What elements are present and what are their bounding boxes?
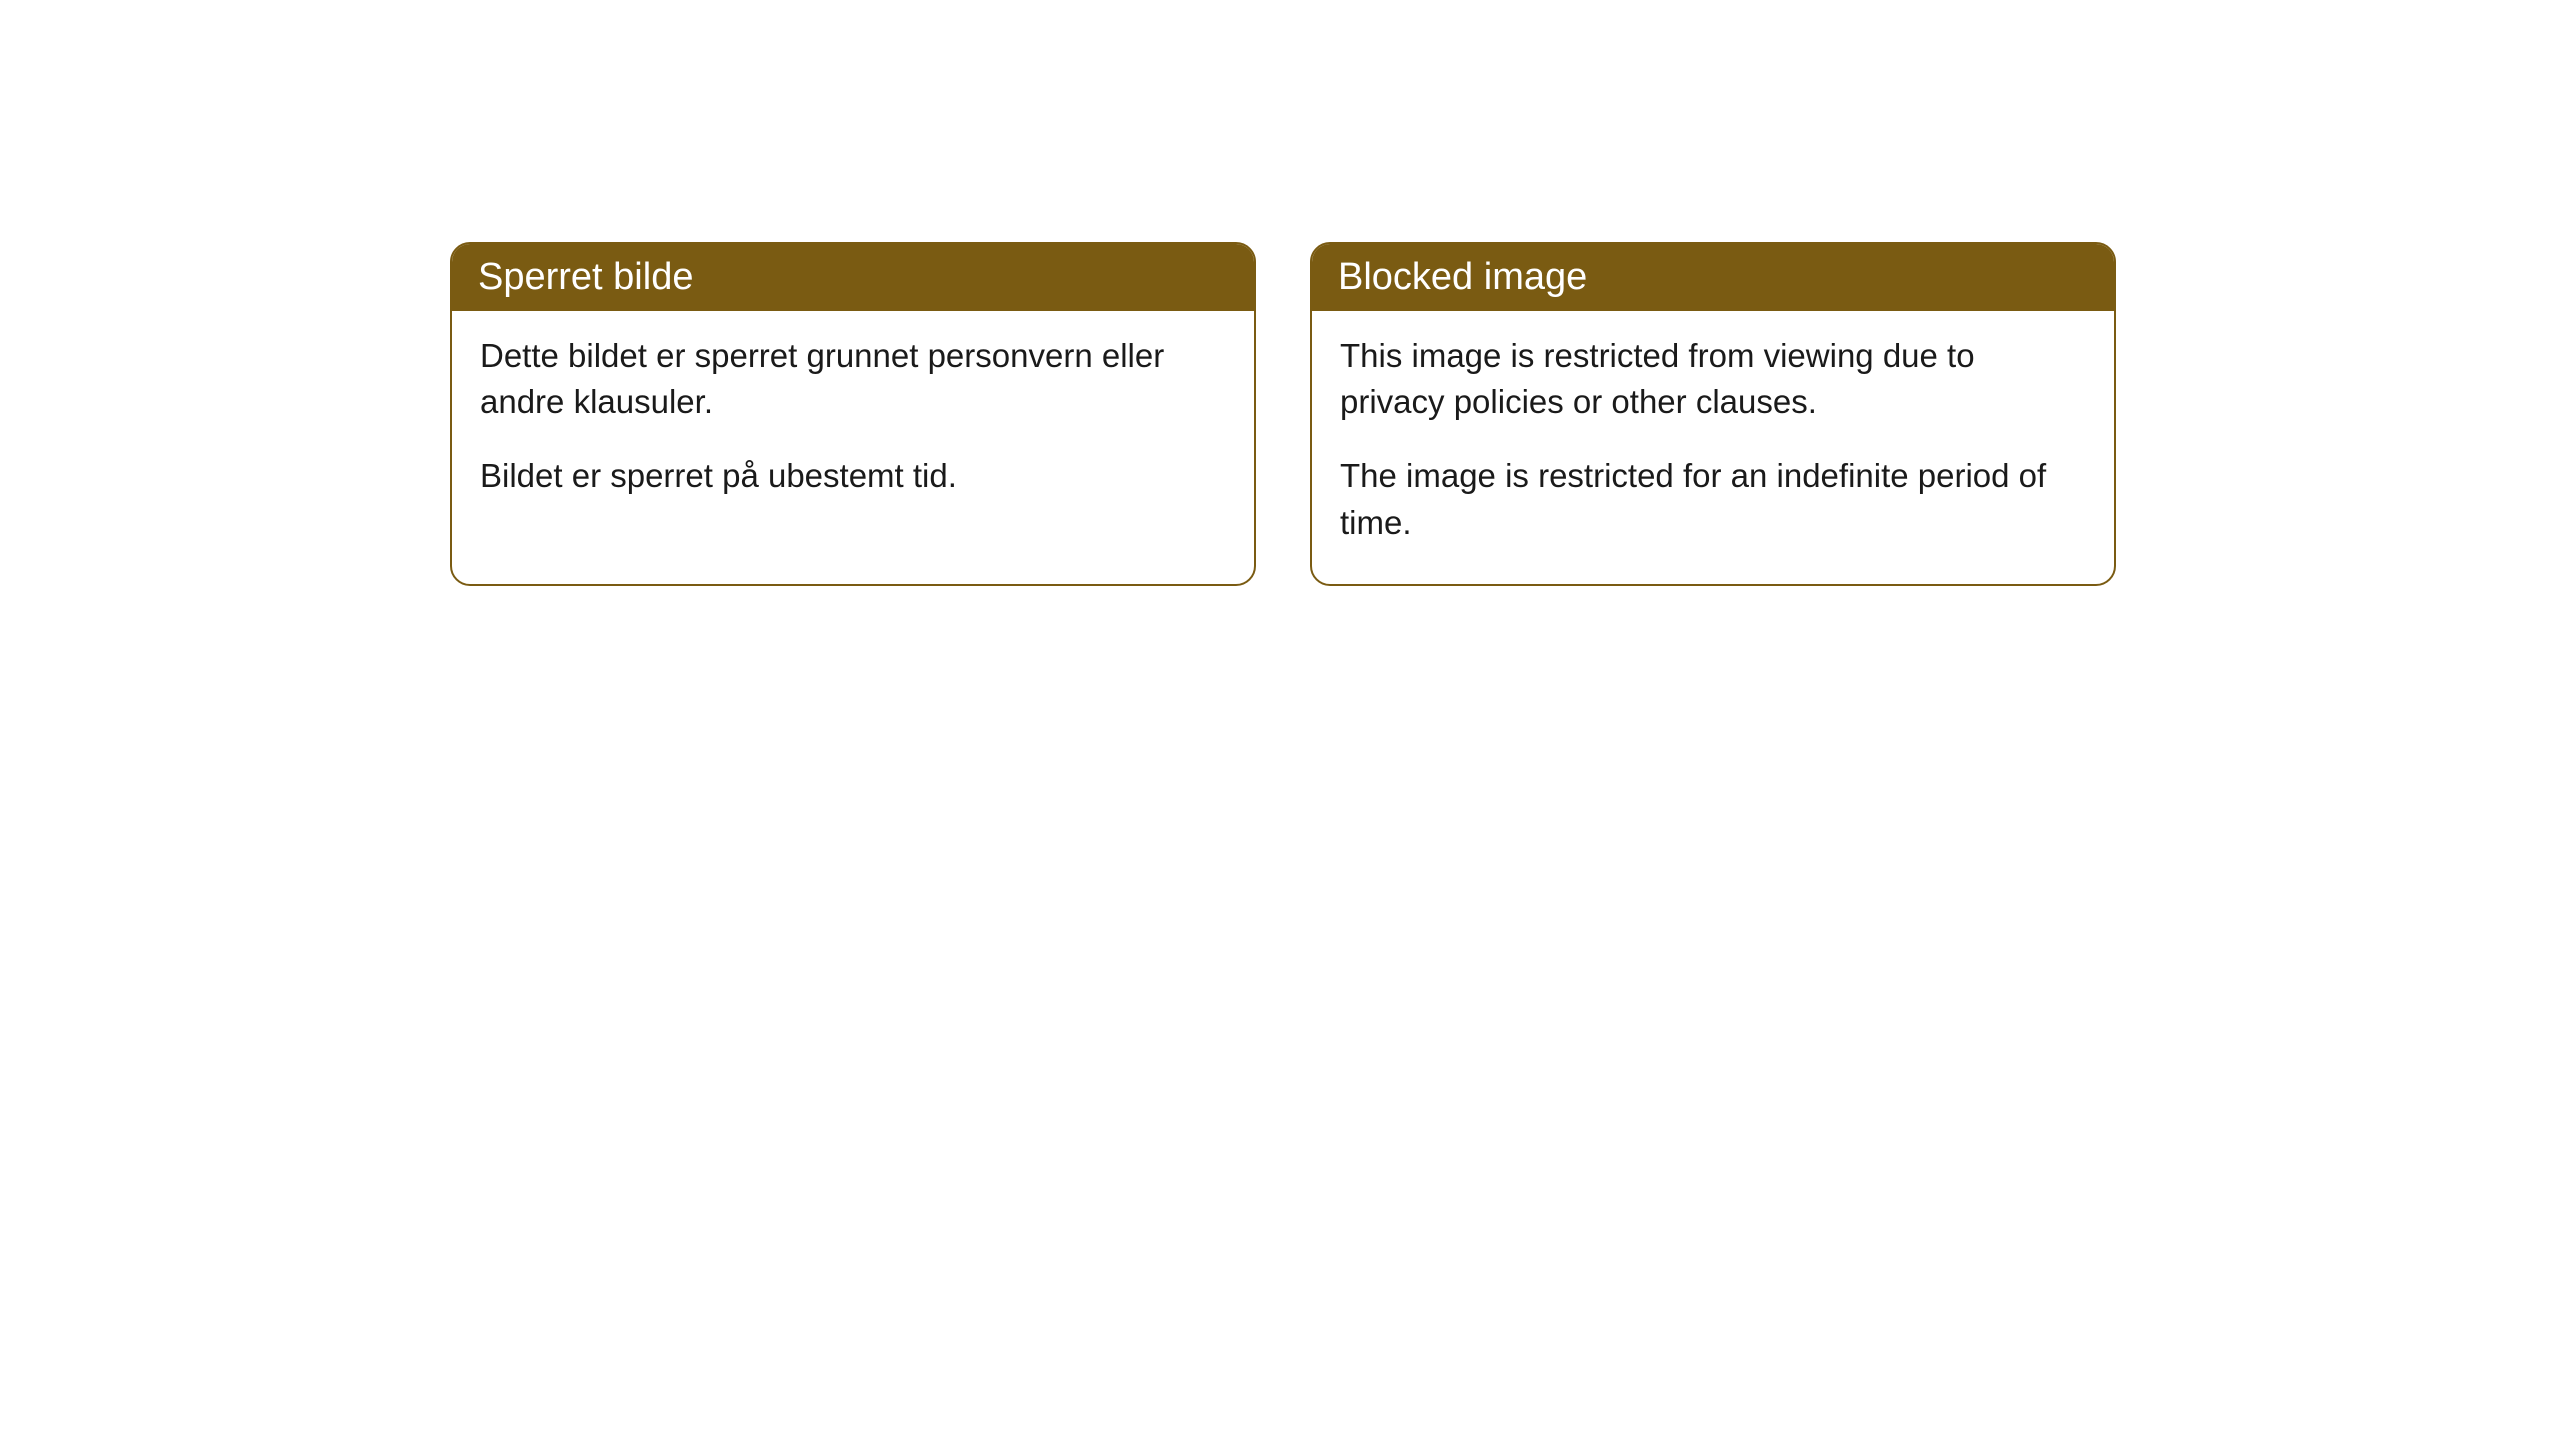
card-header-english: Blocked image <box>1312 244 2114 311</box>
card-body-norwegian: Dette bildet er sperret grunnet personve… <box>452 311 1254 538</box>
card-paragraph: This image is restricted from viewing du… <box>1340 333 2086 425</box>
notice-card-english: Blocked image This image is restricted f… <box>1310 242 2116 586</box>
card-paragraph: Dette bildet er sperret grunnet personve… <box>480 333 1226 425</box>
card-paragraph: Bildet er sperret på ubestemt tid. <box>480 453 1226 499</box>
notice-card-norwegian: Sperret bilde Dette bildet er sperret gr… <box>450 242 1256 586</box>
card-title: Sperret bilde <box>478 256 693 298</box>
card-title: Blocked image <box>1338 256 1587 298</box>
card-header-norwegian: Sperret bilde <box>452 244 1254 311</box>
card-body-english: This image is restricted from viewing du… <box>1312 311 2114 584</box>
card-paragraph: The image is restricted for an indefinit… <box>1340 453 2086 545</box>
notice-cards-container: Sperret bilde Dette bildet er sperret gr… <box>0 0 2560 586</box>
